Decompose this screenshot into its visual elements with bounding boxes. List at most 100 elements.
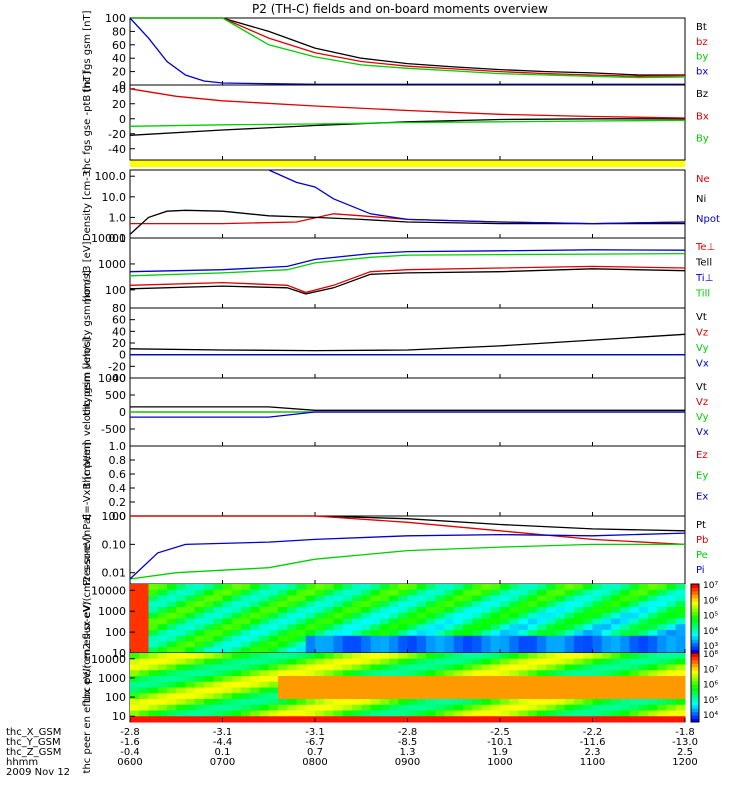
heatmap-cell [176, 676, 186, 683]
heatmap-cell [324, 607, 334, 614]
heatmap-cell [213, 584, 223, 591]
heatmap-cell [167, 670, 177, 677]
heatmap-cell [472, 601, 482, 608]
heatmap-cell [148, 647, 159, 654]
heatmap-cell [416, 699, 427, 706]
heatmap-cell [324, 589, 334, 596]
heatmap-cell [213, 641, 223, 648]
heatmap-cell [287, 676, 297, 683]
series-line-bx [129, 17, 685, 85]
heatmap-cell [194, 584, 205, 591]
heatmap-cell [379, 664, 390, 671]
heatmap-cell [638, 589, 649, 596]
heatmap-cell [370, 704, 381, 711]
heatmap-cell [648, 641, 658, 648]
heatmap-cell [453, 653, 464, 660]
heatmap-cell [296, 716, 307, 723]
heatmap-cell [315, 607, 325, 614]
heatmap-cell [213, 670, 223, 677]
heatmap-cell [333, 687, 344, 694]
heatmap-cell [398, 704, 408, 711]
heatmap-cell [361, 670, 371, 677]
heatmap-cell [453, 704, 464, 711]
heatmap-cell [426, 595, 436, 602]
heatmap-cell [342, 716, 353, 723]
heatmap-cell [453, 618, 464, 625]
heatmap-cell [296, 664, 307, 671]
heatmap-cell [148, 595, 159, 602]
heatmap-cell [500, 584, 510, 591]
heatmap-cell [296, 624, 307, 631]
heatmap-cell [268, 693, 279, 700]
heatmap-cell [435, 584, 445, 591]
heatmap-cell [481, 658, 492, 665]
heatmap-cell [398, 607, 408, 614]
heatmap-cell [222, 687, 233, 694]
heatmap-cell [361, 612, 371, 619]
heatmap-cell [592, 710, 603, 717]
heatmap-cell [527, 624, 538, 631]
heatmap-cell [555, 584, 566, 591]
heatmap-cell [555, 687, 566, 694]
heatmap-cell [518, 641, 529, 648]
heatmap-cell [157, 710, 168, 717]
heatmap-cell [176, 595, 186, 602]
heatmap-cell [352, 624, 362, 631]
legend-vz: Vz [696, 397, 708, 408]
heatmap-cell [546, 687, 556, 694]
heatmap-cell [407, 716, 418, 723]
heatmap-cell [444, 658, 455, 665]
heatmap-cell [601, 618, 612, 625]
heatmap-cell [185, 595, 196, 602]
heatmap-cell [416, 670, 427, 677]
heatmap-cell [463, 664, 473, 671]
heatmap-cell [583, 653, 593, 660]
heatmap-cell [564, 653, 575, 660]
heatmap-cell [583, 647, 593, 654]
heatmap-cell [453, 601, 464, 608]
heatmap-cell [222, 641, 233, 648]
legend-npot: Npot [696, 214, 720, 225]
heatmap-cell [629, 641, 640, 648]
heatmap-cell [453, 699, 464, 706]
heatmap-cell [537, 612, 547, 619]
heatmap-cell [657, 624, 667, 631]
legend-bz: bz [696, 37, 708, 48]
y-tick-label: 100.0 [95, 170, 127, 183]
heatmap-cell [620, 687, 630, 694]
heatmap-cell [472, 595, 482, 602]
heatmap-cell [509, 624, 519, 631]
heatmap-cell [648, 681, 658, 688]
heatmap-cell [657, 664, 667, 671]
heatmap-cell [435, 630, 445, 637]
heatmap-cell [287, 584, 297, 591]
heatmap-cell [157, 612, 168, 619]
colorbar-label: 10⁸ [703, 650, 718, 660]
heatmap-cell [259, 624, 270, 631]
heatmap-cell [379, 589, 390, 596]
heatmap-cell [157, 647, 168, 654]
heatmap-cell [675, 641, 686, 648]
heatmap-cell [537, 710, 547, 717]
y-axis-label: Density [cm-3] [82, 167, 93, 241]
heatmap-cell [509, 670, 519, 677]
heatmap-cell [601, 704, 612, 711]
heatmap-cell [546, 624, 556, 631]
heatmap-cell [416, 716, 427, 723]
heatmap-cell [444, 624, 455, 631]
heatmap-cell [574, 704, 584, 711]
heatmap-cell [398, 653, 408, 660]
heatmap-cell [583, 607, 593, 614]
heatmap-cell [583, 584, 593, 591]
heatmap-cell [509, 710, 519, 717]
axis-row-value: -0.4 [120, 747, 140, 758]
heatmap-cell [500, 618, 510, 625]
heatmap-cell [204, 612, 214, 619]
heatmap-cell [379, 630, 390, 637]
series-line-ti [129, 249, 686, 273]
heatmap-cell [315, 710, 325, 717]
y-tick-label: 0.4 [109, 482, 127, 495]
heatmap-cell [194, 612, 205, 619]
heatmap-cell [139, 584, 149, 591]
heatmap-cell [167, 607, 177, 614]
